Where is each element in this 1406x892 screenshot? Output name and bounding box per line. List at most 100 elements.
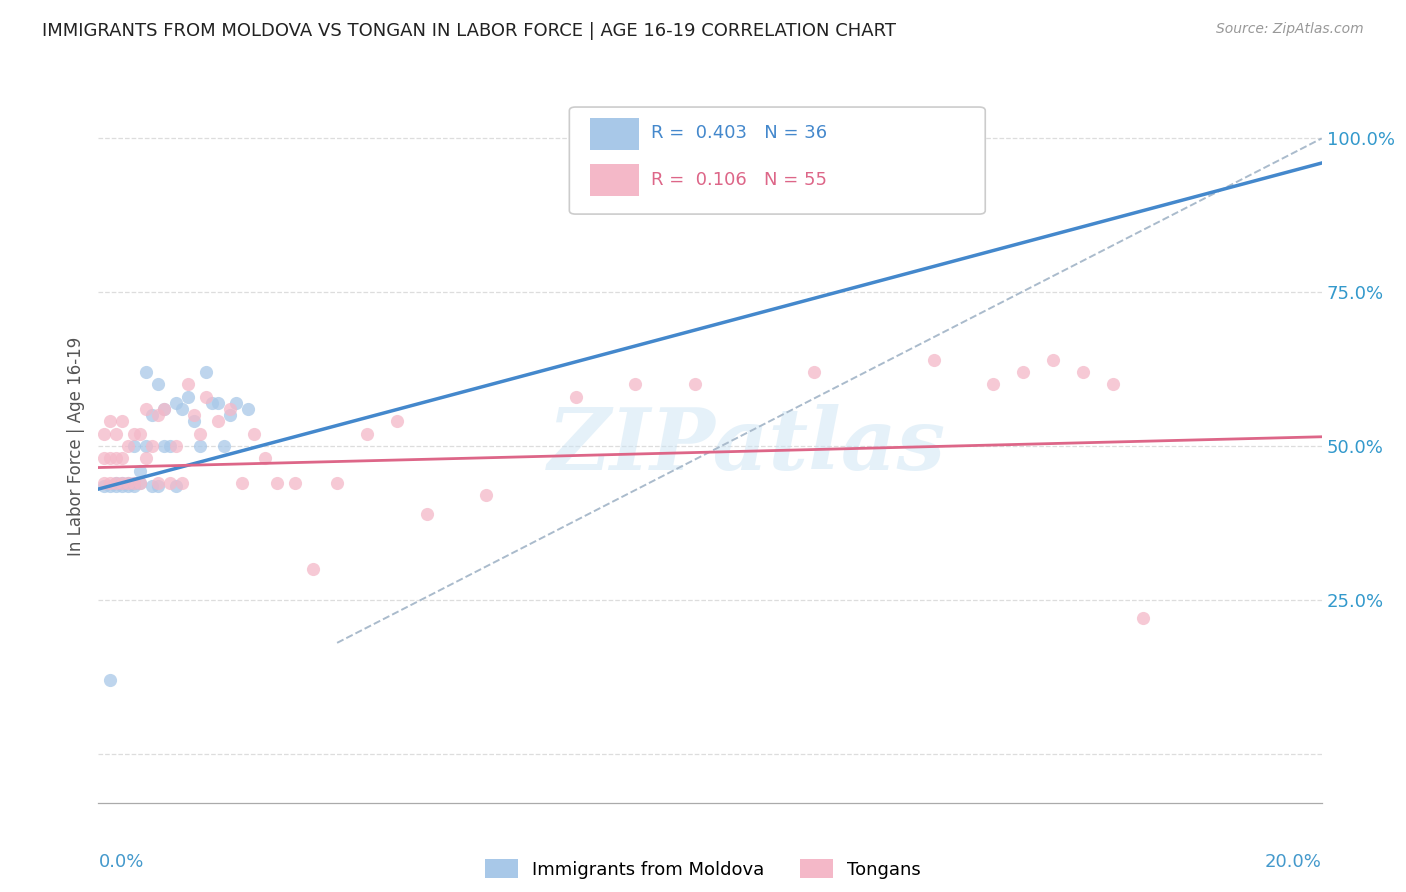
Point [93,451,115,466]
Point [111,475,134,490]
Point [326,475,349,490]
Point [122,475,145,490]
Point [242,426,264,441]
Point [105,451,128,466]
Point [683,377,706,392]
Point [225,396,247,410]
Y-axis label: In Labor Force | Age 16-19: In Labor Force | Age 16-19 [67,336,86,556]
Point [129,464,152,478]
Point [122,439,145,453]
FancyBboxPatch shape [591,164,640,196]
FancyBboxPatch shape [591,118,640,150]
Point [218,402,240,417]
Point [188,426,211,441]
Point [146,475,169,490]
Point [105,479,128,493]
Text: Source: ZipAtlas.com: Source: ZipAtlas.com [1216,22,1364,37]
Point [803,365,825,379]
Point [475,488,498,502]
Point [135,451,157,466]
Point [207,414,229,428]
Point [159,439,181,453]
Point [153,402,176,417]
Point [254,451,277,466]
Point [105,475,128,490]
Point [122,479,145,493]
Point [98,451,121,466]
Point [111,451,134,466]
Text: R =  0.106   N = 55: R = 0.106 N = 55 [651,171,827,189]
Point [117,475,139,490]
Point [218,409,240,423]
Point [201,396,224,410]
Point [356,426,378,441]
Point [165,396,187,410]
Point [194,390,217,404]
Point [231,475,253,490]
FancyBboxPatch shape [569,107,986,214]
Point [922,352,945,367]
Point [1012,365,1035,379]
Point [105,426,128,441]
Point [153,402,176,417]
Point [153,439,176,453]
Point [117,475,139,490]
Point [385,414,408,428]
Point [183,409,205,423]
Point [93,426,115,441]
Point [105,475,128,490]
Legend: Immigrants from Moldova, Tongans: Immigrants from Moldova, Tongans [485,859,921,879]
Point [212,439,235,453]
Point [207,396,229,410]
Text: R =  0.403   N = 36: R = 0.403 N = 36 [651,125,828,143]
Point [284,475,307,490]
Point [117,439,139,453]
Point [159,475,181,490]
Text: 0.0%: 0.0% [98,853,143,871]
Point [111,414,134,428]
Point [146,409,169,423]
Point [141,439,163,453]
Point [1101,377,1123,392]
Point [302,562,325,576]
Point [183,414,205,428]
Point [165,479,187,493]
Point [165,439,187,453]
Point [983,377,1005,392]
Point [194,365,217,379]
Point [122,475,145,490]
Point [93,475,115,490]
Point [188,439,211,453]
Point [98,414,121,428]
Point [129,426,152,441]
Point [170,475,193,490]
Point [1071,365,1094,379]
Text: IMMIGRANTS FROM MOLDOVA VS TONGAN IN LABOR FORCE | AGE 16-19 CORRELATION CHART: IMMIGRANTS FROM MOLDOVA VS TONGAN IN LAB… [42,22,896,40]
Point [98,673,121,687]
Point [146,479,169,493]
Point [177,390,200,404]
Point [111,479,134,493]
Point [236,402,259,417]
Point [98,475,121,490]
Point [129,475,152,490]
Point [141,409,163,423]
Point [141,479,163,493]
Text: ZIPatlas: ZIPatlas [548,404,946,488]
Point [415,507,437,521]
Point [135,365,157,379]
Point [122,426,145,441]
Point [266,475,288,490]
Point [135,439,157,453]
Point [565,390,588,404]
Point [624,377,647,392]
Point [98,479,121,493]
Point [170,402,193,417]
Point [111,475,134,490]
Point [1042,352,1064,367]
Point [1132,611,1154,625]
Point [146,377,169,392]
Point [129,475,152,490]
Point [117,479,139,493]
Point [177,377,200,392]
